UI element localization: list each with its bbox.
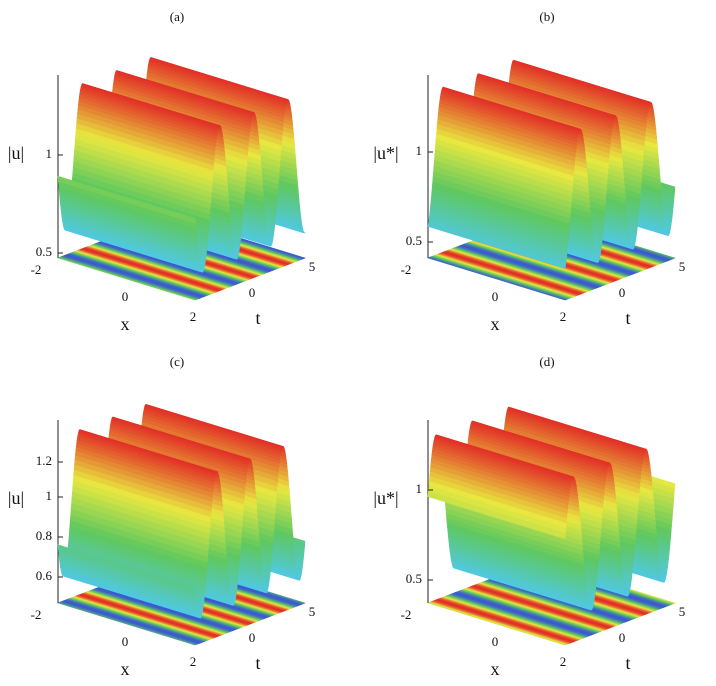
x-tick-label: 2 bbox=[190, 654, 197, 669]
surface bbox=[57, 175, 196, 224]
t-tick-label: 0 bbox=[619, 630, 626, 645]
panel-label: (b) bbox=[539, 9, 554, 24]
z-label: |u*| bbox=[373, 488, 398, 508]
z-tick-label: 0.5 bbox=[406, 233, 422, 248]
panel: (a) |u| 1 0.5 -2 0 2 x 0 5 t bbox=[8, 9, 315, 334]
x-label: x bbox=[121, 314, 130, 334]
x-tick-label: 2 bbox=[560, 654, 567, 669]
x-tick-label: -2 bbox=[401, 607, 412, 622]
t-tick-label: 0 bbox=[249, 630, 256, 645]
x-label: x bbox=[491, 314, 500, 334]
x-tick-label: 2 bbox=[560, 309, 567, 324]
x-tick-label: 0 bbox=[492, 289, 499, 304]
x-tick-label: 0 bbox=[492, 634, 499, 649]
x-label: x bbox=[491, 659, 500, 679]
x-tick-label: 0 bbox=[122, 634, 129, 649]
x-tick-label: -2 bbox=[31, 262, 42, 277]
z-tick-label: 1 bbox=[416, 143, 423, 158]
panel-label: (d) bbox=[539, 354, 554, 369]
t-tick-label: 5 bbox=[679, 259, 686, 274]
z-label: |u| bbox=[8, 488, 24, 508]
panel-label: (a) bbox=[170, 9, 184, 24]
surface bbox=[427, 491, 566, 540]
panel: (d) |u*| 1 0.5 -2 0 2 x 0 5 t bbox=[373, 354, 685, 679]
x-tick-label: -2 bbox=[31, 607, 42, 622]
x-tick-label: 2 bbox=[190, 309, 197, 324]
t-label: t bbox=[255, 653, 260, 673]
t-tick-label: 0 bbox=[249, 285, 256, 300]
x-tick-label: -2 bbox=[401, 262, 412, 277]
surface bbox=[57, 544, 196, 592]
surface bbox=[427, 223, 566, 269]
t-tick-label: 5 bbox=[679, 604, 686, 619]
z-tick-label: 1 bbox=[46, 146, 53, 161]
t-label: t bbox=[625, 308, 630, 328]
t-label: t bbox=[625, 653, 630, 673]
panel: (b) |u*| 1 0.5 -2 0 2 x 0 5 t bbox=[373, 9, 685, 334]
z-tick-label: 0.5 bbox=[36, 244, 52, 259]
t-label: t bbox=[255, 308, 260, 328]
z-tick-label: 0.8 bbox=[36, 528, 52, 543]
z-label: |u| bbox=[8, 143, 24, 163]
t-tick-label: 5 bbox=[309, 259, 316, 274]
panel-label: (c) bbox=[170, 354, 184, 369]
z-tick-label: 1 bbox=[416, 481, 423, 496]
x-tick-label: 0 bbox=[122, 289, 129, 304]
z-tick-label: 0.5 bbox=[406, 571, 422, 586]
t-tick-label: 5 bbox=[309, 604, 316, 619]
t-tick-label: 0 bbox=[619, 285, 626, 300]
panel: (c) |u| 1.2 1 0.8 0.6 -2 0 2 x 0 5 t bbox=[8, 354, 315, 679]
z-tick-label: 1.2 bbox=[36, 453, 52, 468]
z-tick-label: 0.6 bbox=[36, 568, 53, 583]
z-label: |u*| bbox=[373, 143, 398, 163]
z-tick-label: 1 bbox=[46, 488, 53, 503]
x-label: x bbox=[121, 659, 130, 679]
